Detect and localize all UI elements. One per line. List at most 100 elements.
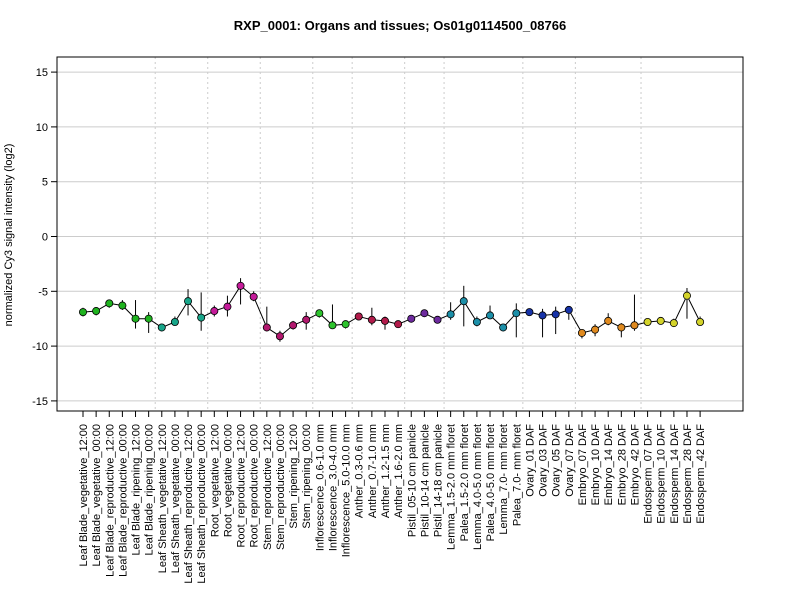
x-tick-label: Lemma_1.5-2.0 mm floret xyxy=(446,424,458,550)
x-tick-label: Anther_0.7-1.0 mm xyxy=(367,424,379,518)
x-tick-label: Palea_4.0-5.0 mm floret xyxy=(485,424,497,541)
data-point xyxy=(79,308,88,317)
x-tick-label: Leaf Blade_reproductive_00:00 xyxy=(117,424,129,577)
x-tick-label: Root_reproductive_00:00 xyxy=(249,424,261,548)
data-point xyxy=(564,305,573,314)
x-tick-label: Leaf Sheath_vegetative_12:00 xyxy=(157,424,169,573)
data-point xyxy=(92,307,101,316)
data-point xyxy=(236,281,245,290)
x-tick-label: Embryo_42 DAF xyxy=(629,424,641,506)
x-axis: Leaf Blade_vegetative_12:00 Leaf Blade_ve… xyxy=(78,411,707,584)
data-point xyxy=(289,321,298,330)
data-point xyxy=(577,328,586,337)
data-point xyxy=(367,315,376,324)
x-tick-label: Embryo_28 DAF xyxy=(616,424,628,506)
x-tick-label: Ovary_01 DAF xyxy=(524,424,536,497)
data-point xyxy=(105,299,114,308)
y-tick-label: 10 xyxy=(36,122,48,134)
data-point xyxy=(184,297,193,306)
plot-frame xyxy=(56,56,744,412)
series-line xyxy=(82,285,701,337)
data-point xyxy=(157,323,166,332)
y-axis-label: normalized Cy3 signal intensity (log2) xyxy=(3,144,15,327)
y-tick-label: -10 xyxy=(32,341,48,353)
data-point xyxy=(538,311,547,320)
data-point xyxy=(525,308,534,317)
y-axis: -15 -10 -5 0 5 10 15 xyxy=(32,67,57,408)
x-tick-label: Endosperm_07 DAF xyxy=(643,424,655,524)
data-point xyxy=(617,323,626,332)
x-tick-label: Endosperm_42 DAF xyxy=(695,424,707,524)
data-point xyxy=(433,315,442,324)
x-tick-label: Root_vegetative_00:00 xyxy=(222,424,234,537)
data-point xyxy=(197,313,206,322)
data-point xyxy=(486,311,495,320)
x-tick-label: Lemma_4.0-5.0 mm floret xyxy=(472,424,484,550)
y-tick-label: -5 xyxy=(38,286,48,298)
series-polyline xyxy=(82,285,701,337)
data-point xyxy=(144,314,153,323)
x-tick-label: Leaf Sheath_reproductive_00:00 xyxy=(196,424,208,584)
y-tick-label: 5 xyxy=(42,177,48,189)
data-point xyxy=(210,307,219,316)
data-point xyxy=(118,301,127,310)
x-tick-label: Pistil_10-14 cm panicle xyxy=(419,424,431,537)
data-point xyxy=(696,317,705,326)
data-point xyxy=(341,320,350,329)
data-point xyxy=(315,309,324,318)
data-points xyxy=(79,281,705,341)
x-tick-label: Leaf Sheath_reproductive_12:00 xyxy=(183,424,195,584)
x-tick-label: Leaf Sheath_vegetative_00:00 xyxy=(170,424,182,573)
data-point xyxy=(656,316,665,325)
x-tick-label: Embryo_10 DAF xyxy=(590,424,602,506)
data-point xyxy=(446,310,455,319)
error-bars xyxy=(82,278,701,342)
x-tick-label: Endosperm_28 DAF xyxy=(682,424,694,524)
x-tick-label: Lemma_7.0- mm floret xyxy=(498,424,510,535)
data-point xyxy=(328,321,337,330)
y-tick-label: 15 xyxy=(36,67,48,79)
x-tick-label: Embryo_14 DAF xyxy=(603,424,615,506)
data-point xyxy=(170,317,179,326)
data-point xyxy=(302,315,311,324)
data-point xyxy=(131,314,140,323)
x-tick-label: Stem_reproductive_00:00 xyxy=(275,424,287,550)
data-point xyxy=(591,325,600,334)
x-tick-label: Palea_1.5-2.0 mm floret xyxy=(459,424,471,541)
x-tick-label: Leaf Blade_ripening_00:00 xyxy=(144,424,156,556)
data-point xyxy=(420,309,429,318)
x-tick-label: Inflorescence_3.0-4.0 mm xyxy=(327,424,339,551)
data-point xyxy=(472,317,481,326)
x-tick-label: Ovary_05 DAF xyxy=(551,424,563,497)
x-tick-label: Leaf Blade_reproductive_12:00 xyxy=(104,424,116,577)
data-point xyxy=(407,314,416,323)
x-tick-label: Root_vegetative_12:00 xyxy=(209,424,221,537)
x-tick-label: Anther_0.3-0.6 mm xyxy=(354,424,366,518)
x-tick-label: Pistil_14-18 cm panicle xyxy=(433,424,445,537)
data-point xyxy=(630,321,639,330)
x-tick-label: Stem_ripening_12:00 xyxy=(288,424,300,529)
x-tick-label: Embryo_07 DAF xyxy=(577,424,589,506)
x-tick-label: Anther_1.6-2.0 mm xyxy=(393,424,405,518)
data-point xyxy=(394,320,403,329)
data-point xyxy=(459,297,468,306)
x-tick-label: Endosperm_10 DAF xyxy=(656,424,668,524)
chart-title: RXP_0001: Organs and tissues; Os01g01145… xyxy=(234,18,566,33)
data-point xyxy=(643,317,652,326)
data-point xyxy=(249,292,258,301)
group-separators xyxy=(154,57,642,411)
data-point xyxy=(682,291,691,300)
x-tick-label: Endosperm_14 DAF xyxy=(669,424,681,524)
data-point xyxy=(380,316,389,325)
grid-lines xyxy=(57,71,743,402)
data-point xyxy=(669,319,678,328)
x-tick-label: Stem_reproductive_12:00 xyxy=(262,424,274,550)
data-point xyxy=(512,309,521,318)
x-tick-label: Anther_1.2-1.5 mm xyxy=(380,424,392,518)
x-tick-label: Leaf Blade_vegetative_00:00 xyxy=(91,424,103,567)
y-tick-label: -15 xyxy=(32,396,48,408)
data-point xyxy=(354,312,363,321)
data-point xyxy=(223,302,232,311)
x-tick-label: Leaf Blade_vegetative_12:00 xyxy=(78,424,90,567)
